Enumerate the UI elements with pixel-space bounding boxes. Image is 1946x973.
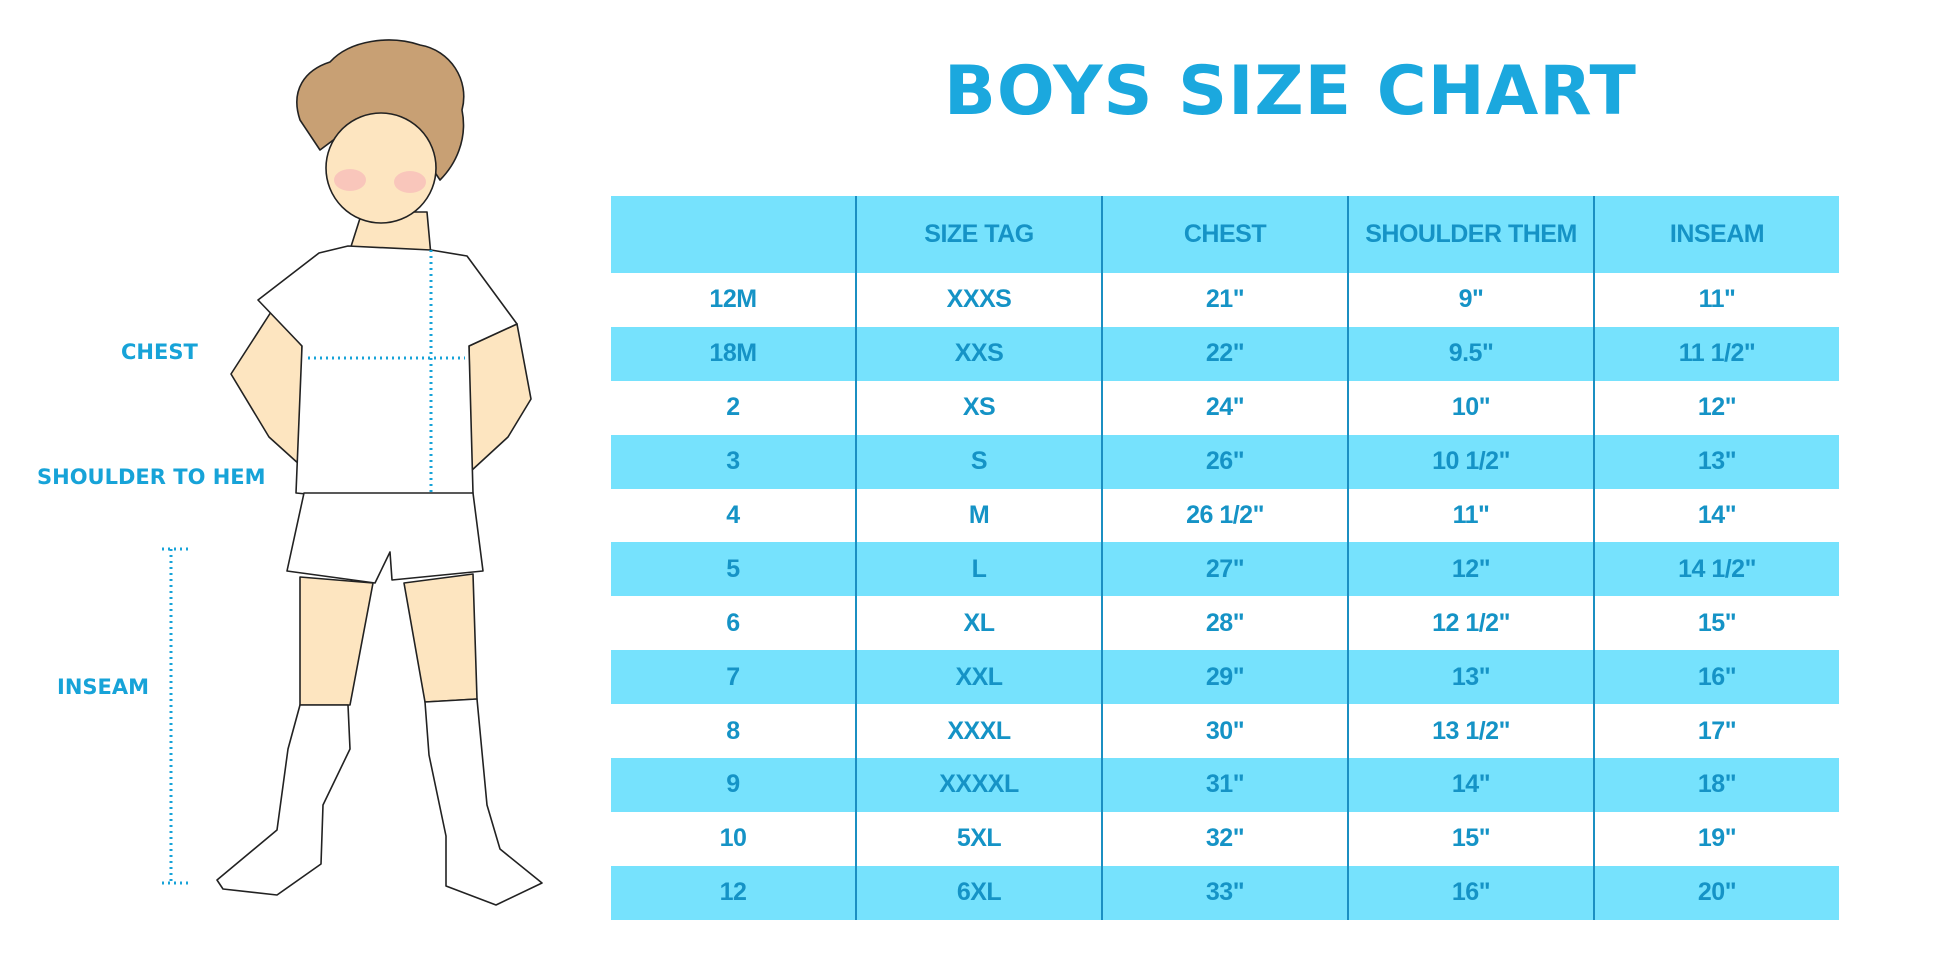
table-cell: 31" — [1101, 758, 1347, 812]
table-row: 7 XXL 29" 13" 16" — [611, 650, 1839, 705]
table-cell: 33" — [1101, 865, 1347, 920]
table-cell: 16" — [1593, 650, 1839, 705]
table-cell: 10 — [719, 824, 747, 853]
table-cell: XS — [855, 380, 1101, 435]
face — [325, 112, 437, 224]
table-cell: 24" — [1101, 380, 1347, 435]
table-cell: XL — [855, 596, 1101, 651]
header-cell: INSEAM — [1593, 196, 1839, 273]
table-cell: 15" — [1347, 811, 1593, 866]
table-row: 9 XXXXL 31" 14" 18" — [611, 758, 1839, 812]
table-cell: 30" — [1101, 704, 1347, 759]
table-cell: 12 — [719, 878, 747, 907]
table-cell: 14" — [1347, 758, 1593, 812]
table-cell: 12M — [709, 285, 757, 314]
table-cell: XXL — [855, 650, 1101, 705]
right-arm — [468, 323, 532, 472]
header-cell: SIZE TAG — [855, 196, 1101, 273]
table-cell: 11 1/2" — [1593, 326, 1839, 381]
table-row: 6 XL 28" 12 1/2" 15" — [611, 596, 1839, 651]
table-row: 12 6XL 33" 16" 20" — [611, 865, 1839, 920]
inseam-label: INSEAM — [57, 675, 150, 699]
table-cell: 3 — [726, 447, 740, 476]
table-cell: 13 1/2" — [1347, 704, 1593, 759]
header-cell: CHEST — [1101, 196, 1347, 273]
table-cell: 12" — [1347, 542, 1593, 597]
table-cell: 16" — [1347, 865, 1593, 920]
table-cell: 18" — [1593, 758, 1839, 812]
table-cell: 7 — [726, 662, 740, 691]
table-cell: 26" — [1101, 434, 1347, 489]
table-cell: 22" — [1101, 326, 1347, 381]
table-row: 2 XS 24" 10" 12" — [611, 380, 1839, 435]
table-header: SIZE TAG CHEST SHOULDER THEM INSEAM — [611, 196, 1839, 273]
shirt — [257, 245, 518, 503]
table-cell: 6 — [726, 608, 740, 637]
table-cell: 9 — [726, 770, 740, 799]
table-cell: XXXS — [855, 273, 1101, 327]
shorts — [286, 492, 484, 584]
table-cell: 18M — [709, 339, 757, 368]
table-cell: 29" — [1101, 650, 1347, 705]
table-cell: 15" — [1593, 596, 1839, 651]
table-cell: 2 — [726, 393, 740, 422]
table-row: 5 L 27" 12" 14 1/2" — [611, 542, 1839, 597]
table-cell: 28" — [1101, 596, 1347, 651]
table-cell: 12" — [1593, 380, 1839, 435]
chest-label: CHEST — [121, 340, 198, 364]
table-cell: 26 1/2" — [1101, 488, 1347, 543]
left-sock — [216, 704, 351, 896]
table-row: 8 XXXL 30" 13 1/2" 17" — [611, 704, 1839, 759]
table-cell: M — [855, 488, 1101, 543]
left-leg — [299, 576, 374, 706]
table-cell: 27" — [1101, 542, 1347, 597]
table-cell: 32" — [1101, 811, 1347, 866]
page-title: BOYS SIZE CHART — [944, 52, 1637, 131]
table-cell: 10" — [1347, 380, 1593, 435]
right-leg — [403, 573, 478, 703]
table-cell: 19" — [1593, 811, 1839, 866]
table-cell: 14 1/2" — [1593, 542, 1839, 597]
table-cell: 9" — [1347, 273, 1593, 327]
table-row: 4 M 26 1/2" 11" 14" — [611, 488, 1839, 543]
table-cell: 13" — [1593, 434, 1839, 489]
shoulder-to-hem-label: SHOULDER TO HEM — [37, 465, 266, 489]
table-cell: 20" — [1593, 865, 1839, 920]
table-cell: S — [855, 434, 1101, 489]
boy-illustration — [162, 39, 543, 906]
table-cell: 21" — [1101, 273, 1347, 327]
table-cell: XXXXL — [855, 758, 1101, 812]
table-cell: XXS — [855, 326, 1101, 381]
header-cell: SHOULDER THEM — [1347, 196, 1593, 273]
table-row: 10 5XL 32" 15" 19" — [611, 811, 1839, 866]
table-cell: 6XL — [855, 865, 1101, 920]
table-row: 12M XXXS 21" 9" 11" — [611, 273, 1839, 327]
table-cell: L — [855, 542, 1101, 597]
size-table: SIZE TAG CHEST SHOULDER THEM INSEAM 12M X… — [611, 196, 1839, 920]
table-cell: 14" — [1593, 488, 1839, 543]
table-row: 3 S 26" 10 1/2" 13" — [611, 434, 1839, 489]
table-cell: 4 — [726, 501, 740, 529]
table-cell: 13" — [1347, 650, 1593, 705]
right-sock — [424, 698, 543, 906]
table-cell: 5XL — [855, 811, 1101, 866]
table-cell: XXXL — [855, 704, 1101, 759]
table-cell: 11" — [1593, 273, 1839, 327]
table-cell: 9.5" — [1347, 326, 1593, 381]
table-cell: 12 1/2" — [1347, 596, 1593, 651]
table-cell: 10 1/2" — [1347, 434, 1593, 489]
table-cell: 5 — [726, 554, 740, 583]
table-row: 18M XXS 22" 9.5" 11 1/2" — [611, 326, 1839, 381]
header-cell — [611, 196, 855, 273]
table-cell: 11" — [1347, 488, 1593, 543]
table-cell: 17" — [1593, 704, 1839, 759]
table-cell: 8 — [726, 716, 740, 745]
